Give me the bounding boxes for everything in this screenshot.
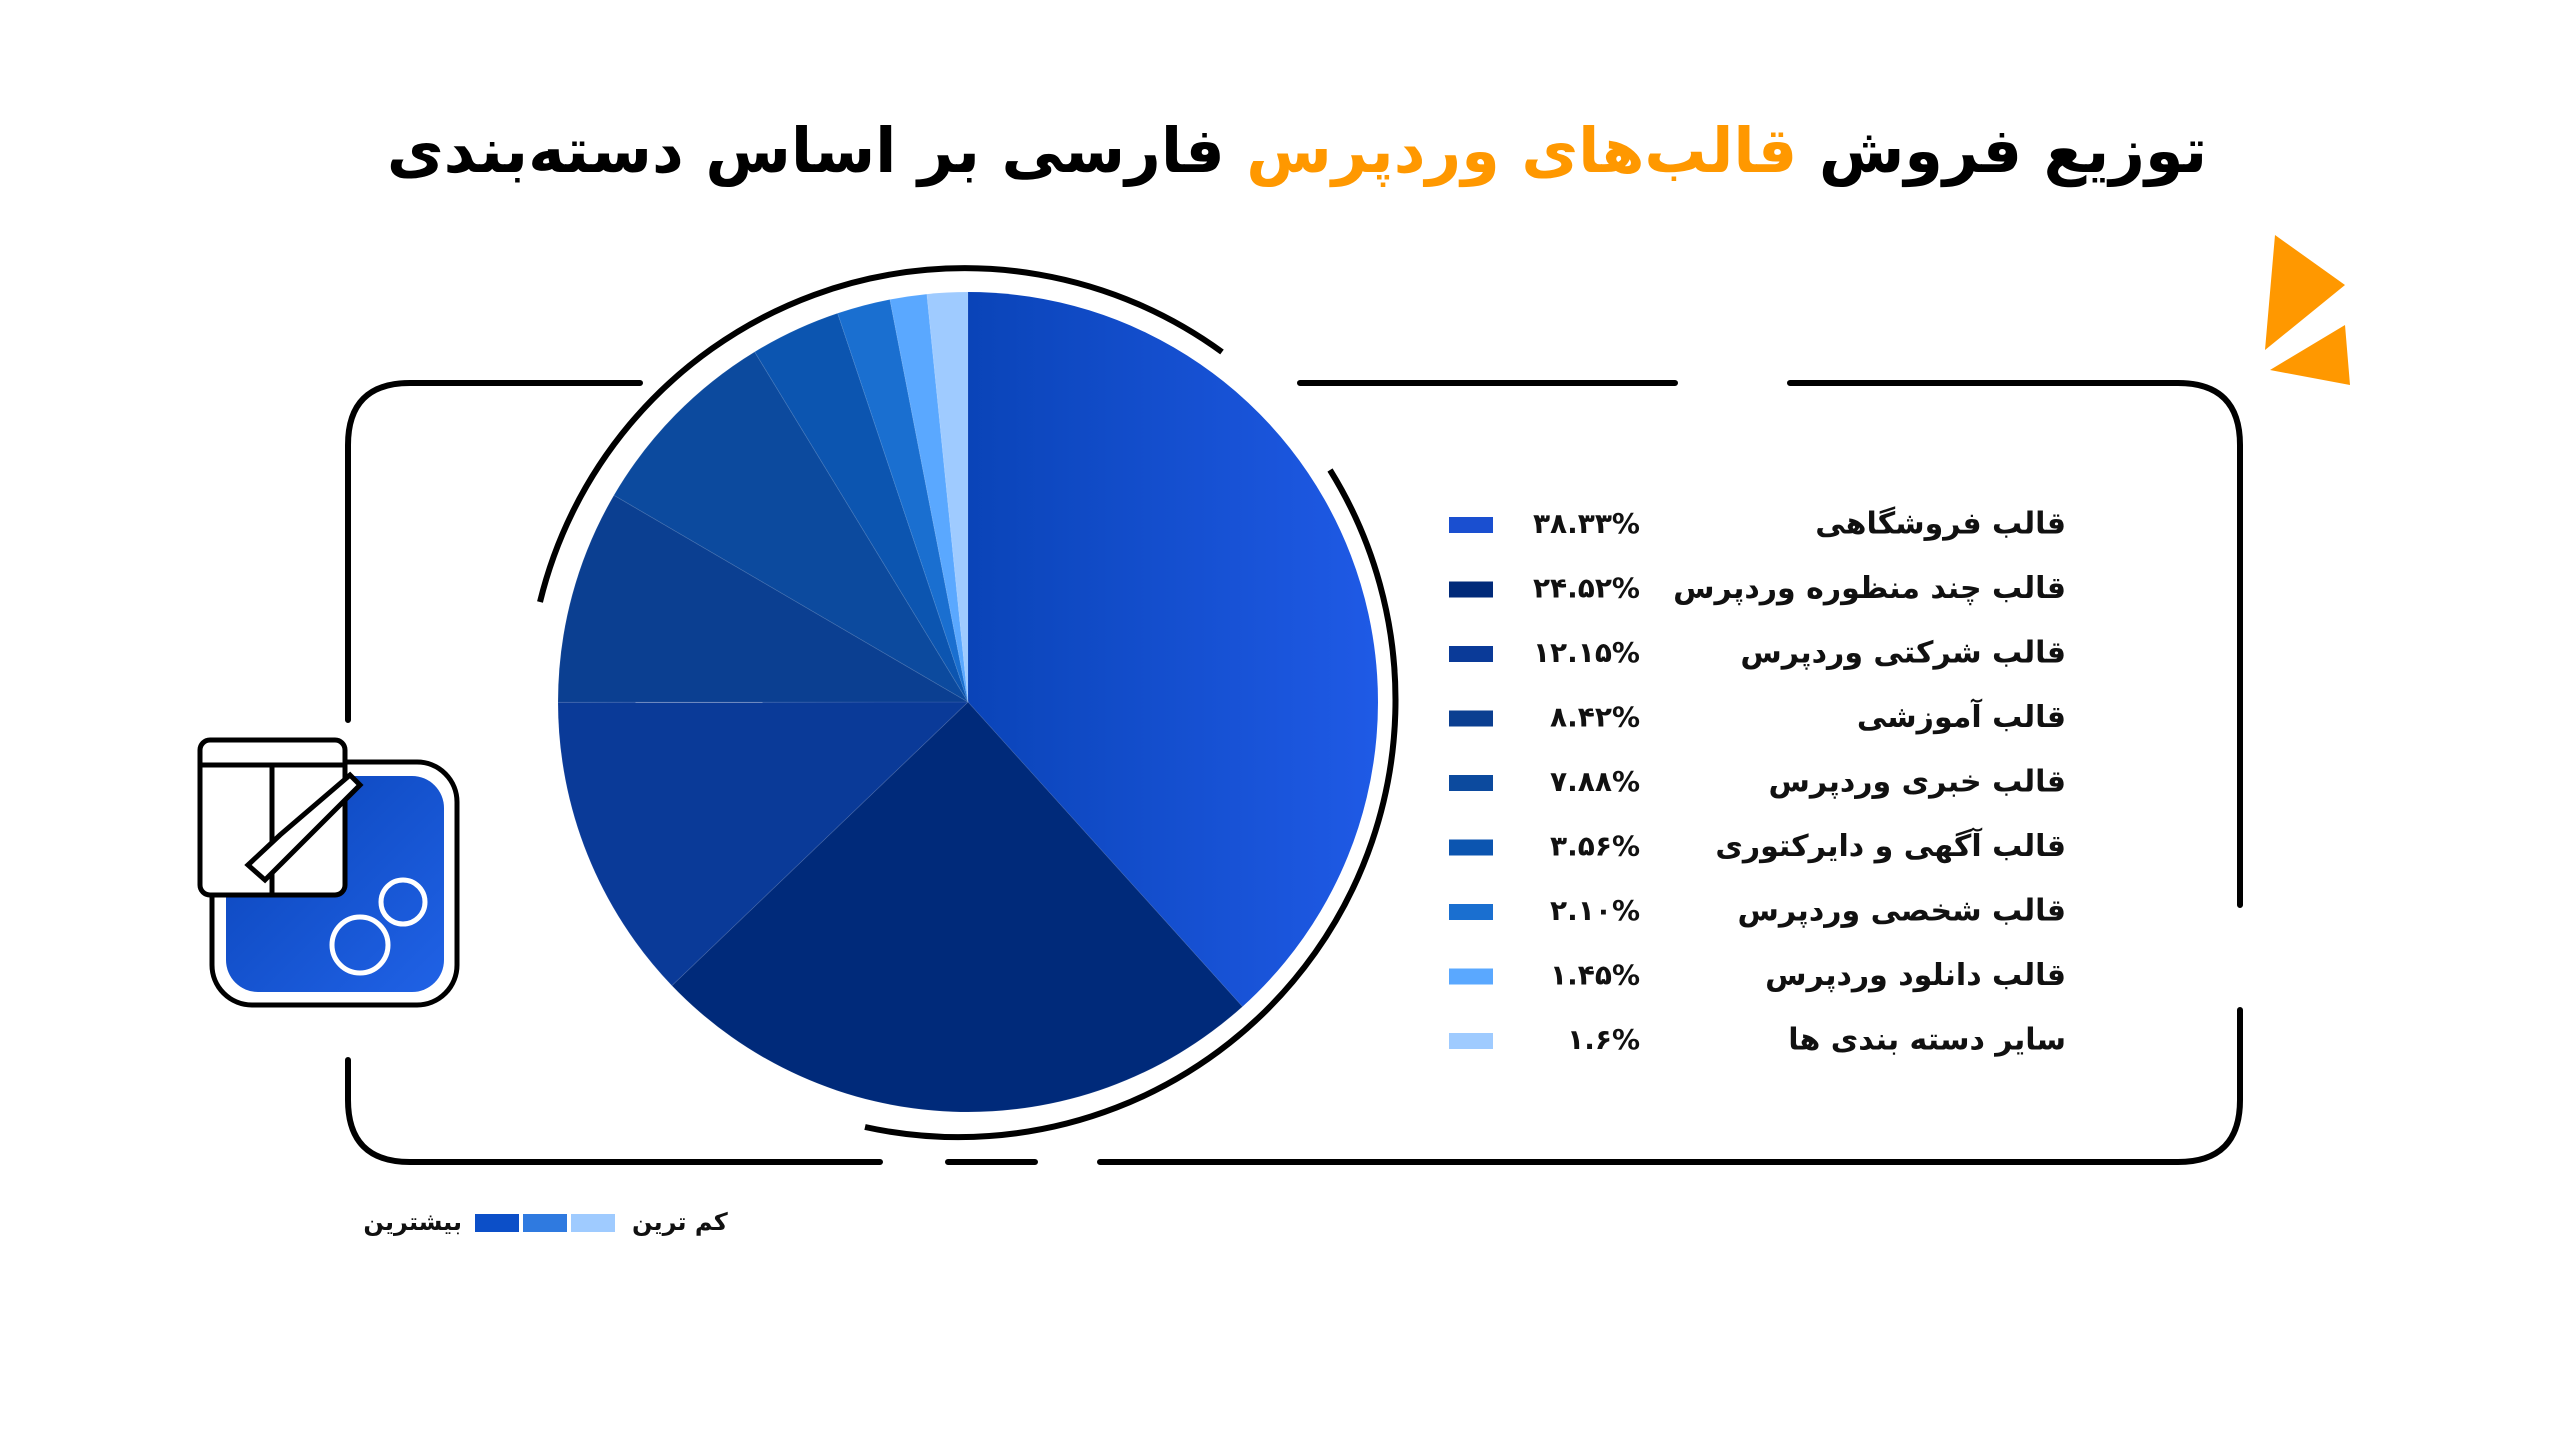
value-label: ۸.۴۲%	[1550, 701, 1640, 734]
legend-label: قالب چند منظوره وردپرس	[1673, 571, 2066, 606]
value-label: ۷.۸۸%	[1550, 765, 1640, 798]
title-part: قالب‌های وردپرس	[1225, 114, 1798, 187]
title-part: فارسی بر اساس دسته‌بندی	[387, 114, 1225, 187]
title-part: توزیع فروش	[1797, 114, 2207, 187]
legend-swatch	[1449, 904, 1493, 920]
value-label: ۳۸.۳۳%	[1533, 507, 1640, 540]
legend-label: قالب آموزشی	[1857, 698, 2066, 735]
scale-swatch	[571, 1214, 615, 1232]
value-label: ۱.۴۵%	[1550, 959, 1640, 992]
legend-label: سایر دسته بندی ها	[1788, 1023, 2066, 1058]
legend-label: قالب شرکتی وردپرس	[1740, 636, 2066, 671]
legend-swatch	[1449, 968, 1493, 985]
pie-slice	[557, 701, 970, 987]
chart-title: توزیع فروش قالب‌های وردپرس فارسی بر اساس…	[387, 114, 2207, 187]
scale-swatch	[523, 1214, 567, 1232]
pie-slice	[753, 312, 969, 703]
pie-slice	[557, 494, 970, 703]
legend-swatch	[1449, 581, 1493, 598]
legend-label: قالب آگهی و دایرکتوری	[1715, 827, 2066, 864]
legend-label: قالب فروشگاهی	[1815, 506, 2066, 542]
legend-swatch	[1449, 517, 1493, 533]
logo	[2265, 235, 2350, 385]
pie-slice	[837, 298, 969, 703]
pie-slice	[613, 351, 969, 703]
pie-slice	[926, 291, 969, 703]
scale-most: بیشترین	[363, 1208, 462, 1236]
legend-label: قالب شخصی وردپرس	[1738, 894, 2067, 929]
legend-swatch	[1449, 1033, 1493, 1049]
legend-swatch	[1449, 646, 1493, 662]
legend-swatch	[1449, 710, 1493, 727]
ring-arc	[864, 468, 1399, 1141]
pie-slice	[889, 293, 969, 703]
pie-slice	[671, 701, 1244, 1113]
legend-label: قالب خبری وردپرس	[1769, 765, 2066, 800]
scale-least: کم ترین	[632, 1208, 728, 1236]
legend-label: قالب دانلود وردپرس	[1765, 958, 2066, 993]
value-label: ۲۴.۵۲%	[1533, 572, 1640, 605]
frame	[345, 380, 2243, 1165]
ring-arc	[537, 265, 1224, 603]
legend-swatch	[1449, 775, 1493, 791]
scale-swatch	[475, 1214, 519, 1232]
value-label: ۱۲.۱۵%	[1533, 636, 1640, 669]
legend-swatch	[1449, 839, 1493, 856]
value-label: ۳.۵۶%	[1550, 830, 1640, 863]
value-label: ۱.۶%	[1567, 1023, 1640, 1056]
value-label: ۲.۱۰%	[1550, 894, 1640, 927]
category-icon	[197, 737, 460, 1008]
pie-slice	[968, 292, 1379, 1007]
